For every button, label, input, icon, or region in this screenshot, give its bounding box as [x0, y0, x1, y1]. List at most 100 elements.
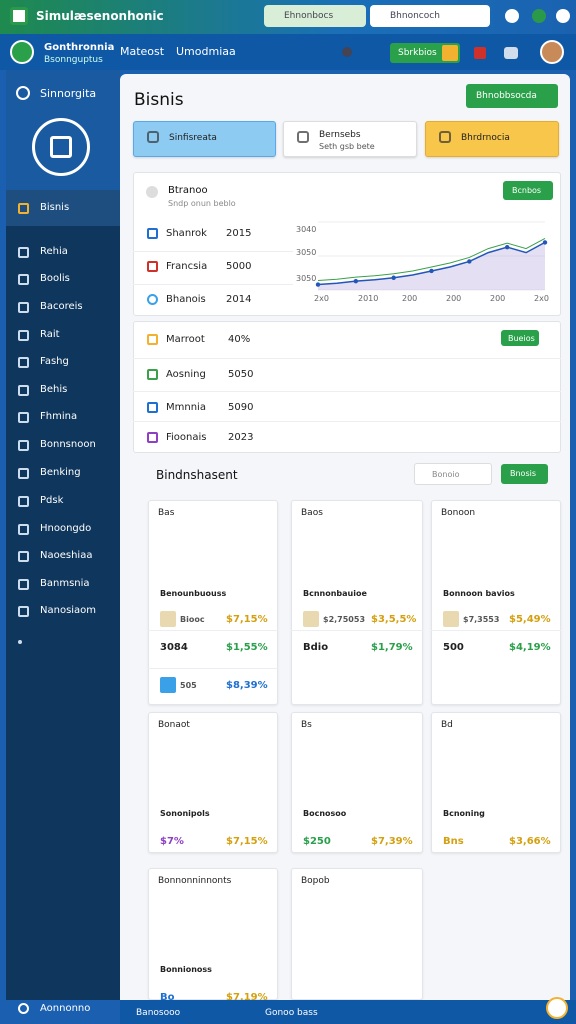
summary-icon — [297, 131, 309, 143]
summary-card[interactable] — [133, 121, 276, 157]
dashboard-card[interactable] — [291, 500, 423, 705]
dashboard-button[interactable] — [501, 464, 548, 484]
sidebar-item[interactable]: Pdsk — [40, 495, 64, 506]
primary-button[interactable] — [466, 84, 558, 108]
sidebar-item[interactable]: Nanosiaom — [40, 605, 97, 616]
card-title: Baos — [301, 508, 323, 518]
row-icon — [147, 432, 158, 443]
sidebar-dot — [18, 640, 22, 644]
row-value: 2023 — [228, 432, 254, 443]
point — [542, 240, 548, 245]
sidebar-item[interactable]: Bisnis — [40, 202, 70, 213]
card-caption: Benounbuouss — [160, 589, 227, 598]
sidebar-item-icon — [18, 302, 29, 313]
nav-icon — [504, 47, 518, 59]
sidebar-logo — [32, 118, 90, 176]
sidebar-item[interactable]: Bonnsnoon — [40, 439, 96, 450]
page-title: Bisnis — [134, 90, 184, 110]
stat-left: 500 — [443, 642, 464, 653]
sidebar-item[interactable]: Behis — [40, 384, 68, 395]
search-box[interactable] — [370, 5, 490, 27]
stat-left: Bns — [443, 836, 464, 847]
dashboard-card[interactable] — [148, 500, 278, 705]
sidebar-item[interactable]: Rehia — [40, 246, 68, 257]
row-icon — [147, 402, 158, 413]
x-tick-label: 200 — [446, 294, 462, 303]
footer-center[interactable]: Gonoo bass — [265, 1008, 318, 1018]
top-icon[interactable] — [532, 9, 546, 23]
point — [429, 268, 434, 274]
row-icon — [147, 228, 158, 239]
sidebar-item[interactable]: Bacoreis — [40, 301, 83, 312]
card-title: Bd — [441, 720, 453, 730]
ratings-button-label[interactable]: Bueios — [508, 334, 535, 343]
point — [467, 259, 472, 264]
stat-right: $1,79% — [371, 642, 413, 653]
nav-button-label[interactable]: Sbrkbios — [398, 48, 437, 58]
dashboard-card[interactable] — [148, 868, 278, 1000]
sidebar-item[interactable]: Fhmina — [40, 411, 78, 422]
search-box[interactable] — [264, 5, 366, 27]
overview-button-label[interactable]: Bcnbos — [512, 186, 542, 195]
stat-left: 3084 — [160, 642, 188, 653]
dashboard-card[interactable] — [291, 868, 423, 1000]
sidebar-item[interactable]: Rait — [40, 329, 60, 340]
row-icon — [147, 334, 158, 345]
card-title: Bonnonninnonts — [158, 876, 232, 886]
stat-right: $7,19% — [226, 992, 268, 1003]
dashboard-search[interactable] — [414, 463, 492, 485]
nav-link[interactable]: Mateost — [120, 45, 165, 58]
brand-sub: Bsonnguptus — [44, 55, 103, 65]
ratings-button[interactable] — [501, 330, 539, 346]
top-icon[interactable] — [505, 9, 519, 23]
dashboard-card[interactable] — [291, 712, 423, 853]
row-value: 5090 — [228, 402, 254, 413]
sidebar-item[interactable]: Banmsnia — [40, 578, 90, 589]
footer-icon[interactable] — [546, 997, 568, 1019]
search-text: Ehnonbocs — [284, 11, 334, 21]
summary-card[interactable] — [283, 121, 417, 157]
sidebar-item-icon — [18, 247, 29, 258]
sidebar-item[interactable]: Benking — [40, 467, 81, 478]
nav-link[interactable]: Umodmiaa — [176, 45, 236, 58]
sidebar-item[interactable]: Naoeshiaa — [40, 550, 93, 561]
footer-left[interactable]: Banosooo — [136, 1008, 181, 1018]
overview-button[interactable] — [503, 181, 553, 200]
stat-left: 505 — [180, 681, 197, 690]
sidebar-item[interactable]: Boolis — [40, 273, 70, 284]
sidebar-item-icon — [18, 357, 29, 368]
card-caption: Bocnosoo — [303, 809, 347, 818]
stat-left: $250 — [303, 836, 331, 847]
stat-right: $3,66% — [509, 836, 551, 847]
sidebar-item[interactable]: Fashg — [40, 356, 69, 367]
sidebar-icon — [16, 86, 30, 100]
summary-label: Bernsebs — [319, 130, 361, 140]
dashboard-button-label[interactable]: Bnosis — [510, 469, 537, 478]
sidebar-item-icon — [18, 579, 29, 590]
card-title: Bopob — [301, 876, 330, 886]
sidebar-footer[interactable]: Aonnonno — [40, 1003, 91, 1014]
summary-sub: Seth gsb bete — [319, 142, 375, 151]
dashboard-card[interactable] — [431, 500, 561, 705]
stat-right: $8,39% — [226, 680, 268, 691]
avatar — [540, 40, 564, 64]
sidebar-item[interactable]: Hnoongdo — [40, 523, 92, 534]
row-value: 40% — [228, 334, 251, 345]
dashboard-card[interactable] — [148, 712, 278, 853]
row-name: Shanrok — [166, 228, 207, 239]
summary-icon — [147, 131, 159, 143]
dashboard-search-text: Bonoio — [432, 470, 460, 479]
divider — [291, 630, 423, 631]
summary-label: Sinfisreata — [169, 133, 217, 143]
summary-card[interactable] — [425, 121, 559, 157]
stat-right: $4,19% — [509, 642, 551, 653]
card-caption: Bonnoon bavios — [443, 589, 515, 598]
point — [504, 244, 510, 250]
dashboard-card[interactable] — [431, 712, 561, 853]
overview-panel — [133, 172, 561, 316]
stat-left: Bdio — [303, 642, 329, 653]
stat-right: $1,55% — [226, 642, 268, 653]
top-icon[interactable] — [556, 9, 570, 23]
primary-button-label[interactable]: Bhnobbsocda — [476, 91, 537, 101]
sidebar-item-icon — [18, 524, 29, 535]
